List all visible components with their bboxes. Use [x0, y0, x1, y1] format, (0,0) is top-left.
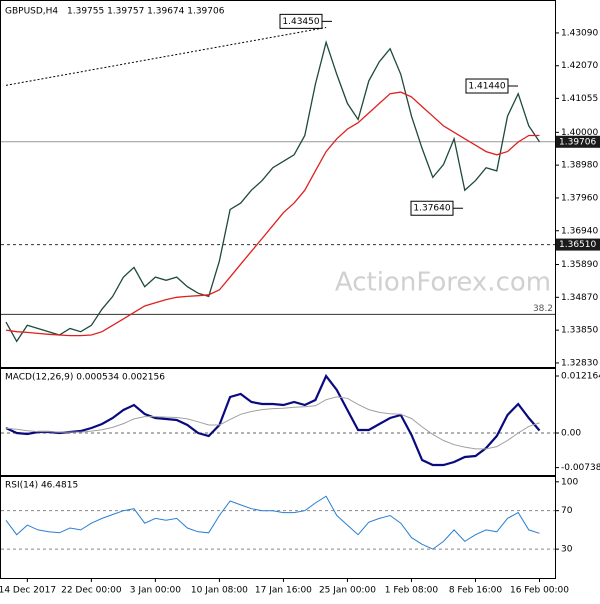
y-tick-label: 0.012164: [561, 372, 600, 382]
ohlc-values: 1.39755 1.39757 1.39674 1.39706: [67, 7, 225, 17]
y-tick-label: 1.34870: [561, 293, 598, 303]
y-tick-label: 1.40000: [561, 128, 598, 138]
series-line: [5, 373, 541, 467]
y-tick-label: 1.35890: [561, 260, 598, 270]
x-tick-label: 14 Dec 2017: [0, 586, 56, 596]
x-tick-label: 25 Jan 00:00: [319, 586, 376, 596]
y-tick-label: -0.007384: [561, 463, 600, 473]
y-tick-label: 1.38980: [561, 161, 598, 171]
y-tick-label: 30: [561, 545, 573, 555]
y-tick-label: 1.32830: [561, 358, 598, 368]
series-line: [5, 396, 540, 450]
macd-title: MACD(12,26,9) 0.000534 0.002156: [5, 373, 165, 383]
x-tick-label: 22 Dec 00:00: [61, 586, 122, 596]
symbol-title: GBPUSD,H4: [5, 7, 58, 17]
y-tick-label: 1.37960: [561, 193, 598, 203]
level-tag: [556, 135, 600, 148]
x-tick-label: 3 Jan 00:00: [130, 586, 182, 596]
series-line: [5, 91, 540, 337]
annotation-box: [410, 200, 454, 216]
series-line: [5, 39, 541, 343]
annotation-label: 1.41440: [468, 82, 505, 92]
series-line: [5, 495, 540, 550]
rsi-panel: [0, 476, 556, 579]
x-tick-label: 10 Jan 08:00: [191, 586, 248, 596]
level-label: 1.36510: [559, 240, 596, 250]
annotation-box: [279, 13, 323, 29]
y-tick-label: 1.36940: [561, 226, 598, 236]
y-tick-label: 1.43090: [561, 28, 598, 38]
macd-panel: [0, 368, 556, 476]
rsi-title: RSI(14) 46.4815: [5, 481, 78, 491]
y-tick-label: 100: [561, 477, 578, 487]
annotation-label: 1.43450: [282, 17, 319, 27]
fib-label: 38.2: [533, 304, 553, 314]
level-tag: [556, 238, 600, 251]
x-tick-label: 17 Jan 16:00: [255, 586, 312, 596]
annotation-label: 1.37640: [413, 204, 450, 214]
y-tick-label: 1.33850: [561, 326, 598, 336]
annotation-box: [465, 78, 509, 94]
y-tick-label: 1.41055: [561, 94, 598, 104]
y-tick-label: 0.00: [561, 429, 581, 439]
level-label: 1.39706: [559, 137, 596, 147]
price-panel: [0, 0, 556, 368]
x-tick-label: 16 Feb 00:00: [510, 586, 569, 596]
x-tick-label: 8 Feb 16:00: [449, 586, 503, 596]
y-tick-label: 1.42070: [561, 61, 598, 71]
y-tick-label: 70: [561, 506, 573, 516]
x-tick-label: 1 Feb 08:00: [385, 586, 439, 596]
watermark: ActionForex.com: [335, 268, 551, 298]
series-line: [5, 27, 327, 86]
